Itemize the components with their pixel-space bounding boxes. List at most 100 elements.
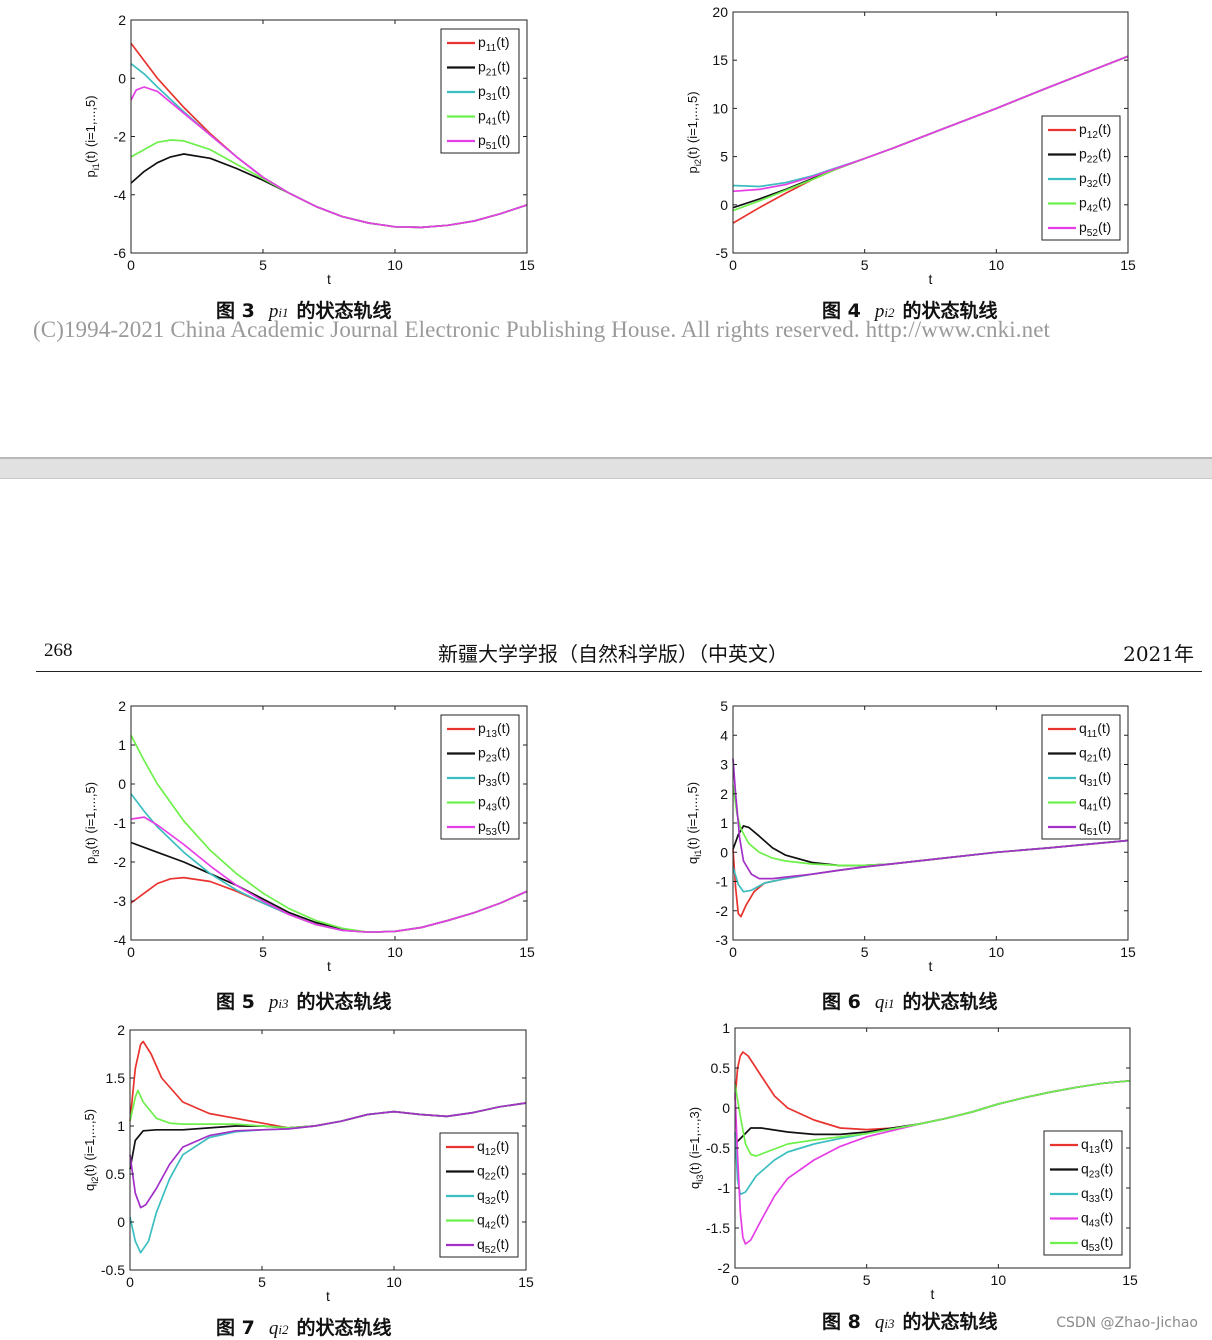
caption-variable: pi3 xyxy=(268,992,289,1013)
svg-text:pi3(t) (i=1,...,5): pi3(t) (i=1,...,5) xyxy=(83,782,101,864)
fig3-xtick-label: 0 xyxy=(127,257,135,273)
fig5-chart: 0 5 10 15 -4 -3 -2 -1 0 1 2 t pi3(t) (i=1,...,5) p13(… xyxy=(83,698,535,974)
fig6-xtick-label: 15 xyxy=(1120,944,1136,960)
fig7-xtick-label: 0 xyxy=(126,1274,134,1290)
fig8-xlabel: t xyxy=(931,1286,935,1302)
fig4-ylabel: pi2(t) (i=1,...,5) xyxy=(685,91,703,173)
fig8-xtick-label: 10 xyxy=(991,1272,1007,1288)
fig5-series-line-5 xyxy=(130,816,528,934)
fig5-ytick-label: 1 xyxy=(118,737,126,753)
fig8-legend-label-1: q13(t) xyxy=(1081,1136,1113,1156)
fig3-legend-label-4: p41(t) xyxy=(478,108,510,128)
fig5-series-line-2 xyxy=(130,841,528,934)
fig3-legend-label-5: p51(t) xyxy=(478,132,510,152)
fig5-legend-label-1: p13(t) xyxy=(478,720,510,740)
fig5-legend-label-2: p23(t) xyxy=(478,745,510,765)
page-separator xyxy=(0,457,1212,479)
svg-text:qi1(t) (i=1,...,5): qi1(t) (i=1,...,5) xyxy=(685,782,703,864)
fig8-legend-label-4: q43(t) xyxy=(1081,1210,1113,1230)
fig3-series-line-5 xyxy=(130,86,528,229)
fig8-ytick-label: 1 xyxy=(722,1020,730,1036)
caption-fig6: 图 6 qi1 的状态轨线 xyxy=(822,987,997,1014)
fig4-legend-label-2: p22(t) xyxy=(1079,146,1111,166)
caption-fig5: 图 5 pi3 的状态轨线 xyxy=(216,987,391,1014)
fig6-legend-label-2: q21(t) xyxy=(1079,745,1111,765)
caption-text: 的状态轨线 xyxy=(296,991,392,1013)
fig6-legend: q11(t) q21(t) q31(t) q41(t) q51(t) xyxy=(1041,714,1121,840)
fig6-xtick-label: 0 xyxy=(729,944,737,960)
fig6-legend-label-5: q51(t) xyxy=(1079,818,1111,838)
fig6-series-line-1 xyxy=(732,839,1129,918)
fig7-legend-label-1: q12(t) xyxy=(477,1138,509,1158)
fig7-xtick-label: 15 xyxy=(518,1274,534,1290)
fig6-legend-label-4: q41(t) xyxy=(1079,794,1111,814)
fig4-ytick-label: 15 xyxy=(712,52,728,68)
fig8-legend: q13(t) q23(t) q33(t) q43(t) q53(t) xyxy=(1043,1130,1123,1256)
fig7-ytick-label: 0.5 xyxy=(106,1166,126,1182)
fig6-xtick-label: 10 xyxy=(989,944,1005,960)
fig7-xlabel: t xyxy=(326,1288,330,1304)
caption-text: 的状态轨线 xyxy=(902,991,998,1013)
fig8-series-line-5 xyxy=(734,1079,1131,1157)
fig7-legend-label-4: q42(t) xyxy=(477,1212,509,1232)
fig8-xtick-label: 15 xyxy=(1122,1272,1138,1288)
fig3-ytick-label: 0 xyxy=(118,70,126,86)
caption-number: 图 8 xyxy=(822,1311,861,1333)
header-rule xyxy=(36,671,1202,672)
caption-number: 图 4 xyxy=(822,300,861,322)
fig7-series-line-5 xyxy=(129,1102,527,1209)
fig6-ytick-label: 2 xyxy=(720,786,728,802)
fig5-xtick-label: 0 xyxy=(127,944,135,960)
fig3-ytick-label: 2 xyxy=(118,12,126,28)
fig6-ytick-label: -2 xyxy=(716,903,729,919)
fig6-ytick-label: 0 xyxy=(720,844,728,860)
fig5-ytick-label: 2 xyxy=(118,698,126,714)
fig3-ytick-label: -6 xyxy=(114,245,127,261)
fig4-legend-label-4: p42(t) xyxy=(1079,195,1111,215)
caption-variable: qi3 xyxy=(874,1312,895,1333)
fig3-xtick-label: 15 xyxy=(519,257,535,273)
fig6-legend-label-1: q11(t) xyxy=(1079,720,1110,740)
fig5-ytick-label: -4 xyxy=(114,932,127,948)
fig4-xtick-label: 5 xyxy=(861,257,869,273)
fig3-ylabel: pi1(t) (i=1,...,5) xyxy=(83,95,101,177)
caption-fig7: 图 7 qi2 的状态轨线 xyxy=(216,1313,391,1340)
fig6-series-line-5 xyxy=(732,758,1129,880)
fig4-xtick-label: 0 xyxy=(729,257,737,273)
fig4-legend: p12(t) p22(t) p32(t) p42(t) p52(t) xyxy=(1041,115,1121,241)
fig5-xtick-label: 15 xyxy=(519,944,535,960)
fig5-legend-label-5: p53(t) xyxy=(478,818,510,838)
caption-number: 图 3 xyxy=(216,300,255,322)
fig6-ylabel: qi1(t) (i=1,...,5) xyxy=(685,782,703,864)
fig7-legend-label-3: q32(t) xyxy=(477,1187,509,1207)
fig3-legend-label-3: p31(t) xyxy=(478,83,510,103)
fig5-ytick-label: -2 xyxy=(114,854,127,870)
fig4-xtick-label: 15 xyxy=(1120,257,1136,273)
fig8-xtick-label: 5 xyxy=(863,1272,871,1288)
fig8-ylabel: qi3(t) (i=1,...,3) xyxy=(687,1107,705,1189)
fig8-ytick-label: -1 xyxy=(718,1180,731,1196)
caption-variable: pi2 xyxy=(874,301,895,322)
fig6-chart: 0 5 10 15 -3 -2 -1 0 1 2 3 4 5 t qi1(t) (i=1,...,5) q11… xyxy=(685,698,1136,974)
fig4-xlabel: t xyxy=(929,271,933,287)
fig7-legend: q12(t) q22(t) q32(t) q42(t) q52(t) xyxy=(439,1132,519,1258)
caption-variable: pi1 xyxy=(268,301,289,322)
caption-variable: qi2 xyxy=(268,1318,289,1339)
fig8-ytick-label: -0.5 xyxy=(706,1140,730,1156)
fig7-legend-label-5: q52(t) xyxy=(477,1236,509,1256)
csdn-watermark: CSDN @Zhao-Jichao xyxy=(1056,1315,1198,1331)
fig5-legend-label-4: p43(t) xyxy=(478,794,510,814)
caption-fig8: 图 8 qi3 的状态轨线 xyxy=(822,1307,997,1334)
fig4-axes-frame xyxy=(732,11,1129,254)
fig3-legend-label-1: p11(t) xyxy=(478,34,509,54)
fig8-legend-label-3: q33(t) xyxy=(1081,1185,1113,1205)
fig7-ytick-label: 0 xyxy=(117,1214,125,1230)
fig4-ytick-label: 20 xyxy=(712,4,728,20)
caption-variable: qi1 xyxy=(874,992,895,1013)
fig7-series-line-1 xyxy=(129,1040,527,1129)
fig6-series-line-3 xyxy=(732,839,1129,893)
fig6-ytick-label: -1 xyxy=(716,874,729,890)
